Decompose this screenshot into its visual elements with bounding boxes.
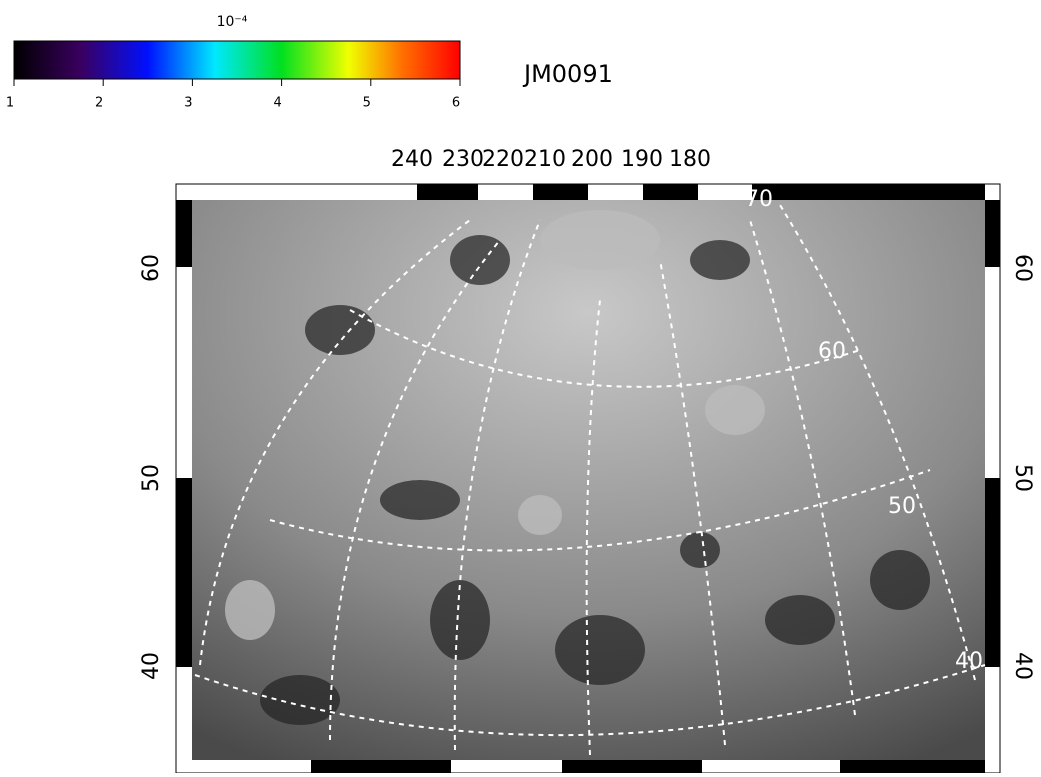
top-axis-label: 190 bbox=[621, 147, 663, 172]
grid-label: 50 bbox=[888, 494, 916, 519]
colorbar-tick-label: 3 bbox=[184, 96, 192, 111]
frame-bars bbox=[176, 184, 1000, 773]
colorbar-tick-label: 1 bbox=[6, 96, 14, 111]
top-axis-label: 230 bbox=[442, 147, 484, 172]
image-texture bbox=[260, 235, 930, 725]
colorbar-tick-label: 2 bbox=[95, 96, 103, 111]
image-texture-light bbox=[225, 210, 765, 640]
right-axis-label: 50 bbox=[1010, 464, 1035, 492]
grid-label: 40 bbox=[955, 649, 983, 674]
top-axis-label: 240 bbox=[391, 147, 433, 172]
top-axis-label: 200 bbox=[571, 147, 613, 172]
colorbar-tick-label: 6 bbox=[452, 96, 460, 111]
colorbar bbox=[13, 40, 461, 80]
grid-label: 70 bbox=[745, 187, 773, 212]
left-axis-label: 60 bbox=[139, 254, 164, 282]
grid-label: 60 bbox=[818, 339, 846, 364]
top-axis-label: 220 bbox=[482, 147, 524, 172]
right-axis-label: 40 bbox=[1010, 652, 1035, 680]
top-axis-label: 180 bbox=[669, 147, 711, 172]
colorbar-tick-label: 4 bbox=[273, 96, 281, 111]
grid-labels: 70 60 50 40 bbox=[745, 187, 983, 674]
left-axis-label: 50 bbox=[139, 464, 164, 492]
colorbar-tick-label: 5 bbox=[363, 96, 371, 111]
right-axis-label: 60 bbox=[1010, 254, 1035, 282]
grid-lines bbox=[194, 204, 986, 756]
top-axis-label: 210 bbox=[524, 147, 566, 172]
left-axis-label: 40 bbox=[139, 652, 164, 680]
title: JM0091 bbox=[522, 60, 613, 88]
colorbar-ticks: 1 2 3 4 5 6 bbox=[6, 79, 461, 111]
colorbar-exponent: 10⁻⁴ bbox=[217, 14, 248, 30]
